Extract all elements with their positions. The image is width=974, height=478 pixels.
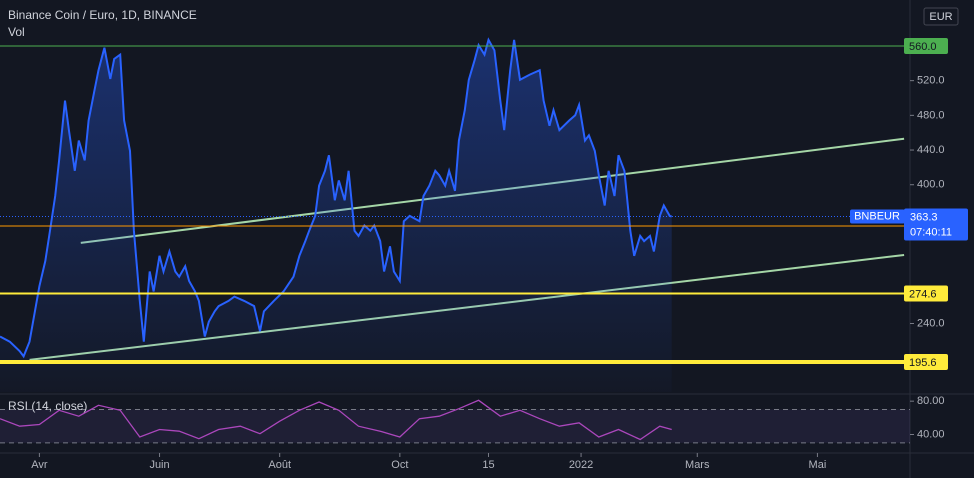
x-tick-label: Juin [149,459,169,471]
currency-label[interactable]: EUR [929,11,952,23]
x-tick-label: 15 [482,459,494,471]
price-line [0,37,673,359]
last-price-badge [904,208,968,241]
currency-box[interactable] [923,7,959,26]
x-tick-label: Oct [391,459,408,471]
symbol-label: BNBEUR [854,210,900,222]
y-tick-label: 480.0 [917,109,945,121]
y-tick-label: 80.00 [917,395,945,407]
level-label: 560.0 [909,41,937,53]
x-tick-label: Avr [31,459,48,471]
x-tick-label: Mars [685,459,710,471]
plot-layer: 240.0 400.0 440.0 480.0 520.0 Avr Juin Août Oct 1… [0,37,968,471]
level-label: 274.6 [909,288,937,300]
level-label: 195.6 [909,357,937,369]
x-tick-label: 2022 [569,459,593,471]
y-tick-label: 440.0 [917,144,945,156]
symbol-badge [850,209,905,224]
rsi-band [0,409,910,443]
x-tick-label: Mai [809,459,827,471]
level-badge [904,37,948,54]
level-badge [904,285,948,302]
chart-title: Binance Coin / Euro, 1D, BINANCE [8,8,197,22]
y-tick-label: 400.0 [917,179,945,191]
last-price-label: 363.3 [910,211,938,223]
y-tick-label: 240.0 [917,317,945,329]
rsi-line [0,399,672,441]
level-badge [904,353,948,370]
x-tick-label: Août [268,459,291,471]
y-tick-label: 40.00 [917,428,945,440]
volume-label: Vol [8,25,25,39]
countdown-label: 07:40:11 [910,226,952,238]
y-tick-label: 520.0 [917,75,945,87]
rsi-title: RSI (14, close) [8,399,87,413]
